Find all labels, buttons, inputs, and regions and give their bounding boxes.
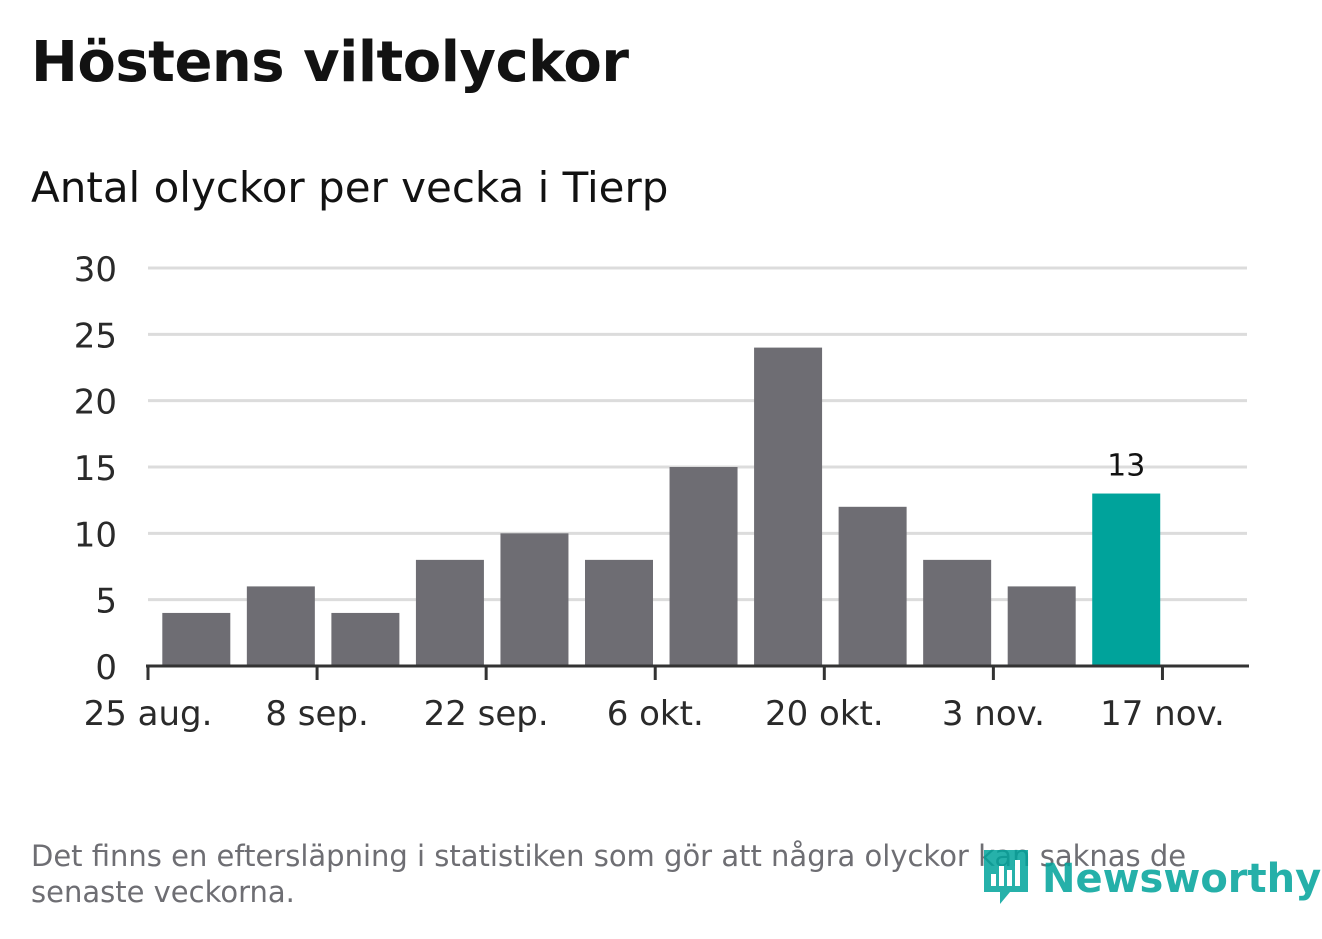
bar	[838, 506, 907, 666]
y-tick-label: 0	[95, 648, 117, 688]
y-tick-label: 10	[74, 515, 117, 555]
x-tick-label: 6 okt.	[607, 694, 704, 734]
bar	[331, 612, 400, 666]
y-tick-label: 5	[95, 582, 117, 622]
bar-highlighted	[1092, 493, 1161, 666]
x-axis: 25 aug. 8 sep. 22 sep. 6 okt. 20 okt. 3 nov. 1…	[84, 664, 1249, 734]
y-tick-label: 15	[74, 449, 117, 489]
bar	[585, 559, 653, 666]
x-tick-label: 3 nov.	[942, 694, 1045, 734]
bar	[669, 467, 738, 666]
chart-subtitle: Antal olyckor per vecka i Tierp	[31, 163, 669, 212]
bar	[754, 347, 823, 666]
y-tick-label: 25	[74, 316, 117, 356]
x-tick-label: 25 aug.	[84, 694, 213, 734]
logo-text: Newsworthy	[1042, 856, 1322, 902]
bar	[415, 559, 484, 666]
newsworthy-chart-bubble-icon	[980, 846, 1032, 912]
y-tick-label: 20	[74, 383, 117, 423]
y-axis-ticks: 0 5 10 15 20 25 30	[74, 250, 117, 688]
bar	[1007, 586, 1076, 666]
x-tick-label: 17 nov.	[1100, 694, 1225, 734]
bars	[162, 347, 1161, 666]
x-tick-label: 8 sep.	[265, 694, 368, 734]
x-tick-label: 22 sep.	[424, 694, 549, 734]
bar	[500, 533, 569, 666]
bar	[162, 612, 231, 666]
bar	[246, 586, 315, 666]
chart-title: Höstens viltolyckor	[31, 30, 629, 95]
y-tick-label: 30	[74, 250, 117, 290]
bar	[923, 559, 992, 666]
x-tick-label: 20 okt.	[765, 694, 884, 734]
data-labels: 13	[1107, 449, 1145, 484]
data-label: 13	[1107, 449, 1145, 484]
newsworthy-logo[interactable]: Newsworthy	[980, 846, 1321, 912]
